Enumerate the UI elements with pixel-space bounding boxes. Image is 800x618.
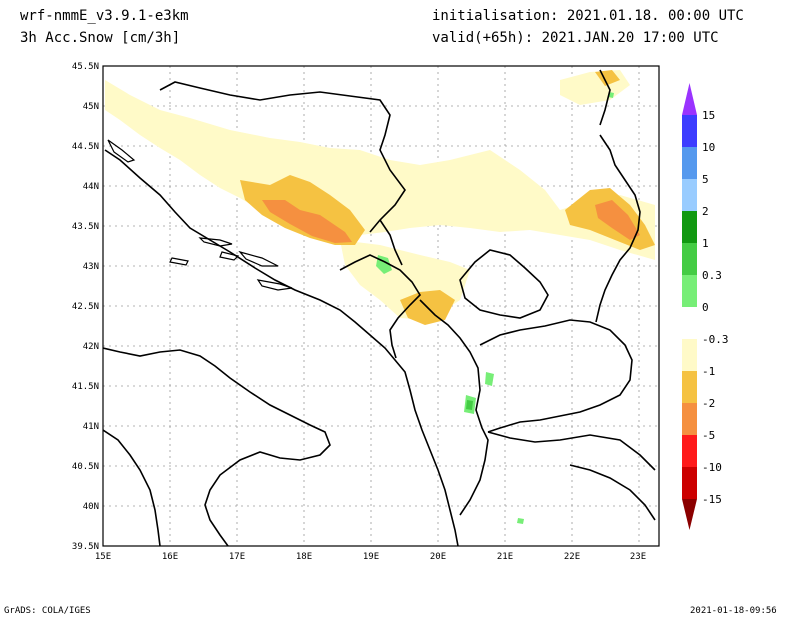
map-frame: [102, 65, 660, 547]
lat-tick-label: 43N: [83, 262, 99, 272]
colorbar: 15 10 5 2 1 0.3 0 -0.3 -1 -2 -5 -10 -15: [682, 83, 729, 530]
lat-tick-label: 44.5N: [72, 142, 99, 152]
colorbar-label: 0: [702, 301, 709, 314]
lat-tick-label: 43.5N: [72, 222, 99, 232]
lat-tick-label: 44N: [83, 182, 99, 192]
italy-heel-coast: [103, 347, 331, 546]
variable-title: 3h Acc.Snow [cm/3h]: [20, 30, 181, 46]
snow-spot-green-4: [466, 400, 473, 410]
model-title: wrf-nmmE_v3.9.1-e3km: [20, 8, 189, 24]
border-montenegro: [339, 254, 422, 359]
island-5: [219, 251, 240, 261]
italy-gulf-coast: [103, 429, 161, 546]
lon-tick-label: 18E: [296, 552, 312, 562]
colorbar-segment: [682, 339, 697, 371]
latitude-axis: 45.5N 45N 44.5N 44N 43.5N 43N 42.5N 42N …: [72, 62, 99, 552]
valid-time: valid(+65h): 2021.JAN.20 17:00 UTC: [432, 30, 719, 46]
colorbar-label: -5: [702, 429, 715, 442]
colorbar-label: 5: [702, 173, 709, 186]
longitude-axis: 15E 16E 17E 18E 19E 20E 21E 22E 23E: [95, 552, 646, 562]
colorbar-segment: [682, 467, 697, 499]
lat-tick-label: 40N: [83, 502, 99, 512]
lat-tick-label: 42N: [83, 342, 99, 352]
colorbar-segment: [682, 403, 697, 435]
island-6: [169, 257, 189, 266]
render-timestamp: 2021-01-18-09:56: [690, 606, 777, 616]
colorbar-segment: [682, 211, 697, 243]
colorbar-label: 15: [702, 109, 715, 122]
snow-band-heavy-east: [595, 200, 640, 240]
colorbar-top-triangle: [682, 83, 697, 115]
border-kosovo: [459, 249, 549, 319]
island-3: [238, 250, 279, 267]
coastlines-borders: [103, 69, 656, 546]
island-2: [198, 237, 233, 247]
northern-border: [599, 69, 611, 126]
colorbar-segment: [682, 435, 697, 467]
lon-tick-label: 19E: [363, 552, 379, 562]
lon-tick-label: 15E: [95, 552, 111, 562]
colorbar-label: -2: [702, 397, 715, 410]
adriatic-coast-east: [104, 149, 459, 546]
colorbar-segment: [682, 243, 697, 275]
lat-tick-label: 45.5N: [72, 62, 99, 72]
lon-tick-label: 21E: [497, 552, 513, 562]
border-serbia-bulgaria: [595, 134, 641, 323]
lon-tick-label: 16E: [162, 552, 178, 562]
island-1: [107, 139, 136, 163]
init-time: initialisation: 2021.01.18. 00:00 UTC: [432, 8, 744, 24]
border-croatia-bosnia: [159, 81, 406, 233]
greek-coast: [569, 464, 656, 521]
colorbar-bottom-triangle: [682, 499, 697, 530]
colorbar-label: 2: [702, 205, 709, 218]
lon-tick-label: 23E: [630, 552, 646, 562]
lat-tick-label: 41.5N: [72, 382, 99, 392]
snow-spot-green-5: [517, 518, 524, 524]
colorbar-label: 10: [702, 141, 715, 154]
colorbar-segment: [682, 179, 697, 211]
snow-band-heavy: [262, 200, 352, 243]
lon-tick-label: 22E: [564, 552, 580, 562]
colorbar-label: 1: [702, 237, 709, 250]
colorbar-segment: [682, 115, 697, 147]
colorbar-segment: [682, 275, 697, 307]
snow-spot-green-3: [485, 372, 494, 386]
lat-tick-label: 40.5N: [72, 462, 99, 472]
colorbar-label: -10: [702, 461, 722, 474]
snow-band-light: [105, 80, 655, 260]
colorbar-label: -15: [702, 493, 722, 506]
island-4: [256, 279, 293, 291]
lat-tick-label: 42.5N: [72, 302, 99, 312]
border-bosnia-serbia: [379, 219, 403, 266]
colorbar-label: -1: [702, 365, 715, 378]
colorbar-label: -0.3: [702, 333, 729, 346]
lon-tick-label: 17E: [229, 552, 245, 562]
colorbar-label: 0.3: [702, 269, 722, 282]
lat-tick-label: 39.5N: [72, 542, 99, 552]
colorbar-segment: [682, 147, 697, 179]
lon-tick-label: 20E: [430, 552, 446, 562]
colorbar-segment: [682, 371, 697, 403]
border-albania-east: [419, 299, 489, 516]
border-greece: [487, 431, 656, 471]
snow-field: [105, 70, 655, 524]
border-north-macedonia: [479, 319, 633, 433]
islands: [107, 139, 293, 291]
colorbar-segment: [682, 307, 697, 339]
lat-tick-label: 41N: [83, 422, 99, 432]
lat-tick-label: 45N: [83, 102, 99, 112]
grads-credit: GrADS: COLA/IGES: [4, 606, 91, 616]
